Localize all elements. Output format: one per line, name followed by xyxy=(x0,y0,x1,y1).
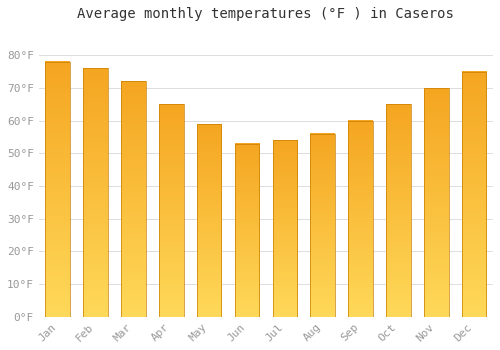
Bar xyxy=(159,104,184,317)
Bar xyxy=(272,140,297,317)
Title: Average monthly temperatures (°F ) in Caseros: Average monthly temperatures (°F ) in Ca… xyxy=(78,7,454,21)
Bar xyxy=(462,71,486,317)
Bar xyxy=(424,88,448,317)
Bar xyxy=(84,68,108,317)
Bar xyxy=(197,124,222,317)
Bar xyxy=(348,121,373,317)
Bar xyxy=(310,134,335,317)
Bar xyxy=(234,144,260,317)
Bar xyxy=(386,104,410,317)
Bar xyxy=(46,62,70,317)
Bar xyxy=(121,81,146,317)
